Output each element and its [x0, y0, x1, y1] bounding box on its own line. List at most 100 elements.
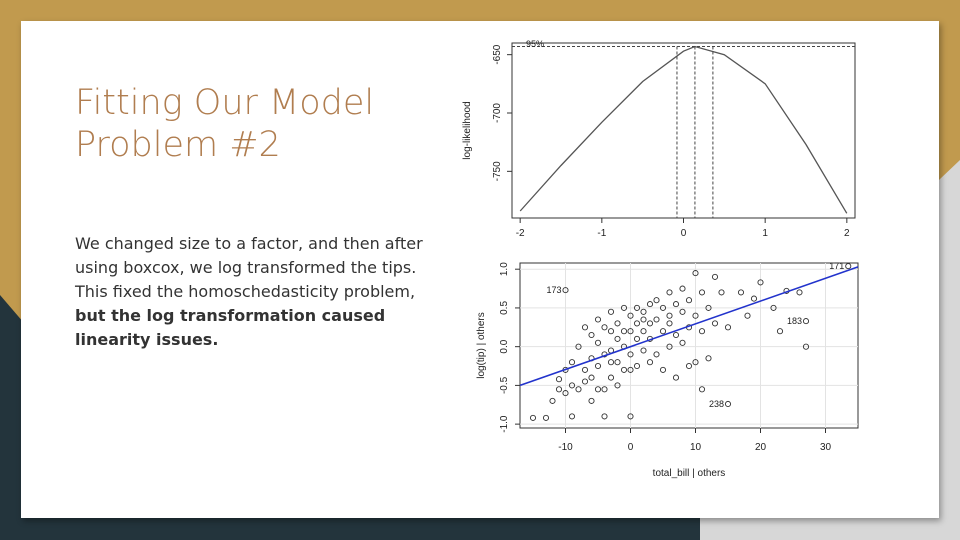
- chart2-point: [620, 304, 628, 311]
- chart2-point: [529, 414, 537, 421]
- chart2-point: [627, 312, 634, 319]
- chart2-point: [672, 331, 680, 339]
- chart2-point: [607, 359, 615, 366]
- chart2-point: [666, 320, 673, 327]
- chart2-point: [705, 304, 712, 311]
- chart1-frame: [511, 42, 856, 219]
- chart1-xtick-label: 1: [762, 228, 768, 239]
- chart2-point: [607, 374, 615, 381]
- chart2-point: [568, 359, 576, 366]
- chart2-point: [757, 279, 764, 286]
- slide-title-line2: Problem #2: [75, 125, 281, 165]
- chart2-point: [776, 328, 784, 335]
- chart2-point: [588, 331, 595, 339]
- chart2-point-labeled: [562, 287, 569, 294]
- chart1-ytick-label: -650: [492, 44, 503, 64]
- chart1-loglik-curve: [519, 45, 848, 214]
- chart2-point: [640, 316, 647, 323]
- chart2-frame: [519, 262, 859, 429]
- chart2-point: [633, 320, 641, 327]
- chart2-point: [718, 289, 725, 296]
- chart2-point: [633, 362, 641, 370]
- chart2-point: [692, 359, 699, 366]
- chart2-point: [594, 316, 602, 323]
- chart2-point: [737, 289, 745, 296]
- chart1-xtick-label: 0: [681, 228, 687, 239]
- chart2-point: [575, 386, 582, 393]
- chart2-ytick-label: -0.5: [499, 376, 510, 394]
- chart2-point: [692, 312, 699, 319]
- chart2-ytick-label: 1.0: [499, 262, 510, 276]
- chart2-point: [666, 312, 673, 319]
- slide-title-line1: Fitting Our Model: [75, 83, 375, 123]
- chart1-xtick-label: 2: [844, 228, 850, 239]
- chart2-point-labeled: [802, 318, 810, 325]
- chart2-xtick-label: 20: [755, 442, 767, 453]
- chart2-point: [679, 285, 686, 292]
- chart2-point: [653, 316, 660, 323]
- chart2-point: [796, 289, 803, 296]
- chart2-point: [653, 297, 660, 304]
- body-plain-text: We changed size to a factor, and then af…: [75, 234, 423, 301]
- chart2-point-label: 173: [546, 285, 561, 295]
- chart1-ci-label: 95%: [526, 39, 544, 49]
- chart2-point: [666, 289, 673, 296]
- chart2-point: [614, 359, 621, 366]
- slide-body: We changed size to a factor, and then af…: [75, 232, 445, 352]
- chart2-point: [640, 308, 647, 315]
- chart2-point: [679, 339, 686, 346]
- chart2-point: [640, 328, 647, 335]
- chart2-point: [698, 289, 706, 296]
- chart2-point: [562, 390, 569, 397]
- chart2-point: [601, 324, 608, 331]
- chart2-xtick-label: 30: [820, 442, 832, 453]
- chart2-point: [568, 382, 576, 389]
- chart2-point: [581, 366, 589, 373]
- chart2-point: [698, 328, 706, 335]
- chart2-point-label: 183: [787, 316, 802, 326]
- chart2-point: [588, 397, 595, 404]
- chart2-point: [698, 386, 706, 393]
- chart2-xtick-label: 0: [628, 442, 634, 453]
- chart2-point: [679, 308, 686, 315]
- body-bold-text: but the log transformation caused linear…: [75, 306, 386, 349]
- chart2-point: [555, 376, 563, 383]
- chart2-point: [724, 324, 732, 331]
- chart2-point: [802, 343, 810, 350]
- chart2-point: [744, 312, 751, 319]
- chart1-ytick-label: -700: [492, 103, 503, 123]
- chart2-ytick-label: 0.5: [499, 301, 510, 315]
- chart2-point: [575, 343, 582, 350]
- chart2-point: [770, 304, 777, 311]
- chart2-point: [633, 304, 641, 311]
- chart2-point: [685, 362, 693, 370]
- chart2-point: [627, 328, 634, 335]
- chart2-xlabel: total_bill | others: [653, 468, 726, 479]
- chart2-point: [549, 397, 556, 404]
- chart2-point: [653, 351, 660, 358]
- chart2-point: [607, 328, 615, 335]
- chart2-point: [666, 343, 673, 350]
- chart2-point: [711, 273, 719, 280]
- chart2-point: [672, 374, 680, 381]
- chart2-point: [646, 320, 654, 327]
- chart2-point: [692, 270, 699, 277]
- chart2-point: [646, 301, 654, 308]
- chart2-point: [601, 413, 608, 420]
- chart1-xtick-label: -1: [597, 228, 606, 239]
- chart2-point-labeled: [724, 400, 732, 408]
- chart2-xtick-label: -10: [558, 442, 573, 453]
- chart2-point: [614, 335, 621, 342]
- chart2-point-label: 171: [829, 261, 844, 271]
- chart1-ytick-label: -750: [492, 161, 503, 181]
- background-navy-band: [0, 515, 700, 540]
- chart1-ylabel: log-likelihood: [462, 101, 473, 159]
- chart2-point: [620, 366, 628, 373]
- chart2-point: [588, 374, 595, 381]
- chart2-point-label: 238: [709, 399, 724, 409]
- chart2-point: [568, 413, 576, 420]
- chart2-point: [711, 320, 719, 327]
- chart2-point: [594, 339, 602, 346]
- chart2-point: [620, 328, 628, 335]
